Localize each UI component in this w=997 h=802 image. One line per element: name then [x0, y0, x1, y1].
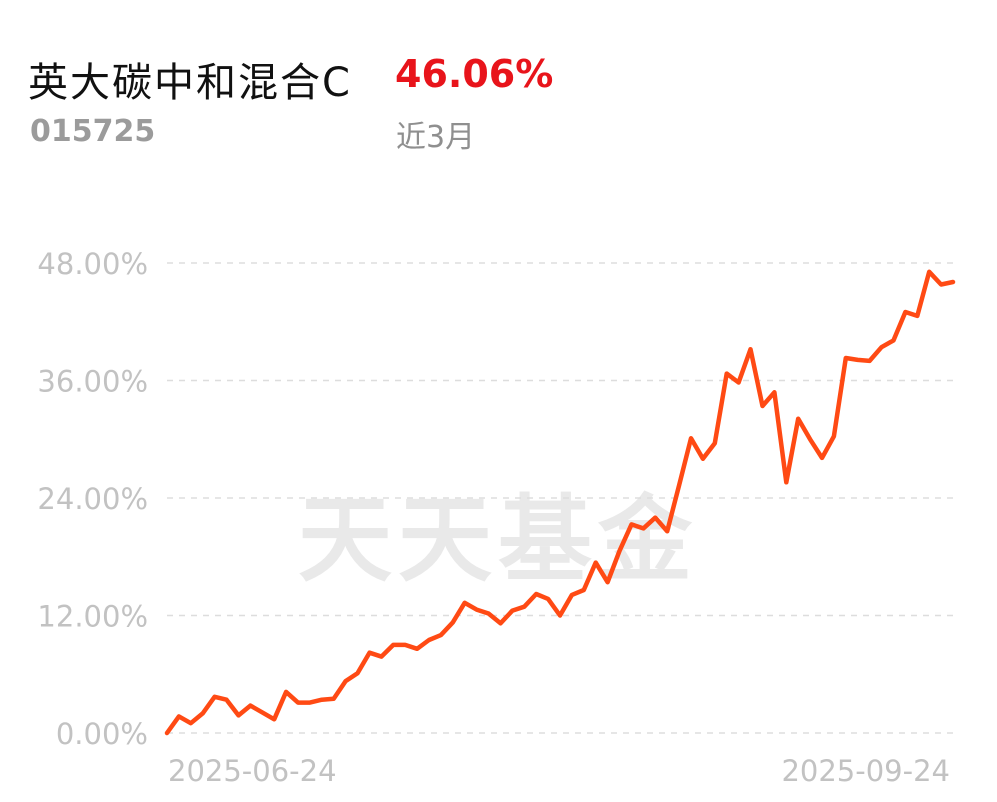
- series-layer: [164, 269, 956, 736]
- y-tick-label: 24.00%: [37, 482, 148, 516]
- fund-code: 015725: [30, 114, 156, 149]
- y-tick-label: 0.00%: [56, 717, 148, 751]
- fund-name: 英大碳中和混合C: [28, 60, 352, 106]
- y-tick-label: 36.00%: [37, 365, 148, 399]
- x-tick-label: 2025-09-24: [781, 754, 950, 788]
- x-tick-label: 2025-06-24: [168, 754, 337, 788]
- series-line: [164, 269, 956, 736]
- watermark: 天天基金: [298, 486, 698, 595]
- y-tick-label: 12.00%: [37, 600, 148, 634]
- fund-period: 近3月: [396, 120, 476, 155]
- fund-return-value: 46.06%: [395, 52, 554, 96]
- y-tick-label: 48.00%: [37, 247, 148, 281]
- y-axis-ticks: 0.00% 12.00% 24.00% 36.00% 48.00%: [37, 247, 148, 751]
- x-axis-ticks: 2025-06-24 2025-09-24: [168, 754, 950, 788]
